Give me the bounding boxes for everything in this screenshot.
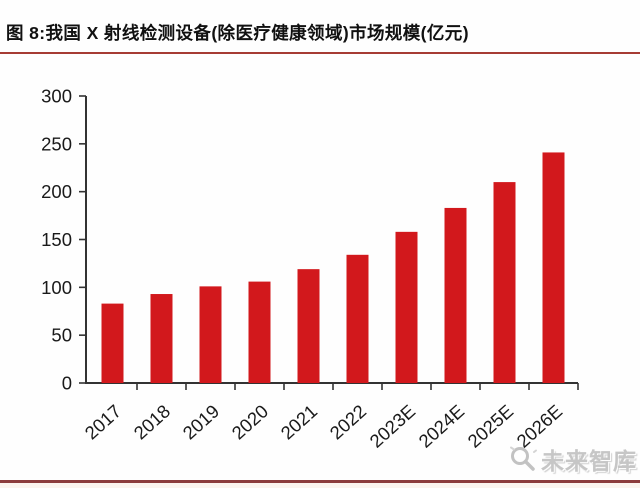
bottom-rule <box>0 480 640 483</box>
x-tick-label: 2024E <box>414 400 468 451</box>
y-tick-label: 150 <box>41 229 72 250</box>
bar-2017 <box>101 303 124 383</box>
y-tick-label: 100 <box>41 277 72 298</box>
y-tick-label: 50 <box>51 325 72 346</box>
bar-2021 <box>297 269 320 383</box>
bar-2023E <box>395 231 418 383</box>
bar-2022 <box>346 254 369 383</box>
bar-2019 <box>199 286 222 383</box>
watermark: 未来智库 <box>508 444 637 474</box>
x-tick-label: 2019 <box>179 400 224 443</box>
x-tick-label: 2018 <box>130 400 175 443</box>
y-tick-label: 300 <box>41 86 72 107</box>
x-tick-label: 2020 <box>228 400 273 443</box>
bottom-strip <box>0 483 640 488</box>
bar-2025E <box>493 182 516 383</box>
y-tick-label: 0 <box>62 373 72 394</box>
x-tick-label: 2017 <box>81 400 126 443</box>
watermark-label: 未来智库 <box>541 448 637 474</box>
bar-2026E <box>542 152 565 383</box>
y-tick-label: 250 <box>41 133 72 154</box>
bar-2020 <box>248 281 271 383</box>
figure-title: 图 8:我国 X 射线检测设备(除医疗健康领域)市场规模(亿元) <box>6 23 469 43</box>
bar-2024E <box>444 207 467 383</box>
x-tick-label: 2023E <box>365 400 419 451</box>
x-tick-label: 2021 <box>277 400 322 443</box>
y-tick-label: 200 <box>41 181 72 202</box>
title-underline <box>0 52 640 54</box>
magnifier-icon <box>510 446 537 471</box>
bar-2018 <box>150 294 173 383</box>
x-tick-label: 2022 <box>326 400 371 443</box>
